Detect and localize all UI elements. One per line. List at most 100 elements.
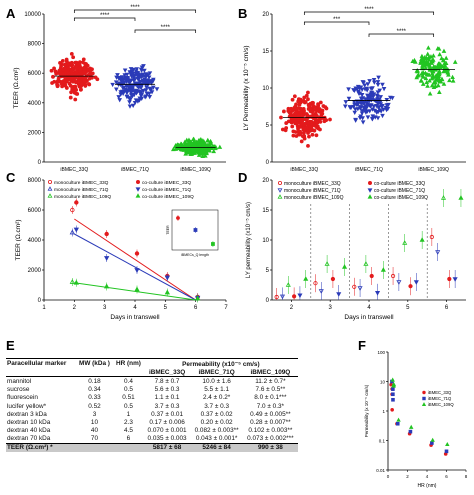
- data-point: [297, 132, 302, 137]
- data-point: [304, 93, 309, 98]
- data-point: [134, 67, 140, 72]
- data-point: [164, 275, 170, 281]
- data-point: [444, 449, 449, 454]
- data-point: [385, 106, 391, 112]
- header-permeability: Permeability (x10⁻⁵ cm/s): [143, 358, 298, 369]
- row-33q: 0.37 ± 0.01: [151, 410, 184, 418]
- y-tick-label: 4000: [28, 101, 42, 107]
- data-point: [352, 107, 358, 112]
- data-point: [377, 100, 383, 106]
- data-point: [69, 51, 74, 56]
- data-point: [77, 79, 82, 84]
- data-point: [360, 80, 366, 85]
- row-mw: 0.33: [88, 394, 101, 402]
- data-point: [122, 77, 128, 82]
- data-point: [314, 133, 319, 138]
- data-point: [354, 87, 360, 92]
- data-point: [357, 85, 363, 90]
- data-point: [185, 141, 191, 146]
- trend-line: [74, 282, 196, 301]
- header-col-109q: iBMEC_109Q: [250, 368, 291, 376]
- data-point: [443, 55, 449, 60]
- x-tick-label: 6: [445, 305, 449, 311]
- row-marker: dextran 10 kDa: [7, 418, 51, 426]
- row-109q: 0.49 ± 0.005**: [250, 410, 291, 418]
- data-point: [286, 119, 291, 124]
- data-point: [190, 147, 195, 152]
- data-point: [73, 87, 78, 92]
- data-point: [69, 62, 73, 66]
- data-point: [352, 110, 358, 115]
- data-point: [70, 207, 75, 213]
- data-point: [135, 99, 141, 104]
- significance-label: ****: [100, 13, 110, 19]
- data-point: [302, 95, 307, 100]
- row-mw: 3: [92, 410, 97, 418]
- row-hr: 4.5: [124, 427, 133, 435]
- legend-marker: [422, 390, 426, 395]
- data-point: [396, 280, 402, 285]
- data-point: [81, 57, 86, 62]
- significance-label: ****: [364, 7, 374, 13]
- data-point: [364, 105, 370, 110]
- data-point: [60, 58, 65, 63]
- data-point: [319, 113, 324, 118]
- y-tick-label: 2000: [28, 268, 42, 274]
- data-point: [62, 81, 66, 85]
- data-point: [306, 97, 310, 102]
- data-point: [410, 58, 416, 64]
- data-point: [426, 45, 431, 50]
- y-tick-label: 6000: [28, 71, 42, 77]
- y-tick-label: 8000: [28, 178, 42, 184]
- y-axis-title: LY Permeability (x 10⁻⁵ cm/s): [243, 46, 250, 131]
- x-tick-label: iBMEC_33Q: [290, 167, 318, 173]
- data-point: [137, 89, 142, 95]
- data-point: [391, 383, 396, 388]
- table-header-row: Paracellular marker MW (kDa ) HR (nm) Pe…: [6, 357, 298, 377]
- data-point: [437, 68, 442, 73]
- x-tick-label: 4: [367, 305, 371, 311]
- data-point: [290, 97, 295, 102]
- data-point: [433, 77, 439, 82]
- row-mw: 70: [90, 435, 99, 443]
- panel-letter-f: F: [358, 338, 366, 353]
- legend-label: monoculture iBMEC_71Q: [284, 188, 341, 194]
- data-point: [116, 76, 122, 82]
- data-point: [124, 90, 130, 95]
- data-point: [49, 68, 54, 73]
- data-point: [292, 294, 297, 299]
- legend-marker: [135, 187, 141, 192]
- legend-label: co-culture iBMEC_33Q: [142, 180, 191, 186]
- data-point: [390, 273, 396, 279]
- data-point: [134, 73, 140, 78]
- legend-marker: [367, 188, 373, 193]
- data-point: [425, 72, 431, 77]
- data-point: [371, 80, 377, 85]
- data-point: [127, 104, 133, 109]
- y-tick-label: 0.1: [379, 439, 386, 444]
- data-point: [309, 125, 314, 130]
- data-point: [196, 150, 201, 155]
- legend-marker: [47, 193, 53, 198]
- data-point: [294, 134, 299, 138]
- legend-marker: [277, 188, 283, 193]
- legend-marker: [47, 186, 53, 191]
- data-point: [445, 442, 450, 447]
- data-point: [128, 67, 134, 72]
- legend-label: monoculture iBMEC_33Q: [54, 180, 109, 186]
- data-point: [279, 115, 283, 120]
- table-teer-row: TEER (Ω.cm²) * 5817 ± 68 5246 ± 84 990 ±…: [6, 442, 298, 453]
- data-point: [300, 122, 305, 126]
- data-point: [313, 281, 318, 286]
- data-point: [324, 261, 330, 266]
- trend-line: [74, 218, 196, 301]
- row-hr: 0.4: [113, 376, 144, 386]
- x-tick-label: 6: [194, 305, 198, 311]
- data-point: [318, 119, 323, 124]
- data-point: [130, 84, 136, 89]
- data-point: [74, 200, 79, 205]
- data-point: [192, 142, 197, 147]
- significance-bracket: [134, 29, 197, 33]
- data-point: [427, 91, 433, 96]
- data-point: [65, 66, 69, 70]
